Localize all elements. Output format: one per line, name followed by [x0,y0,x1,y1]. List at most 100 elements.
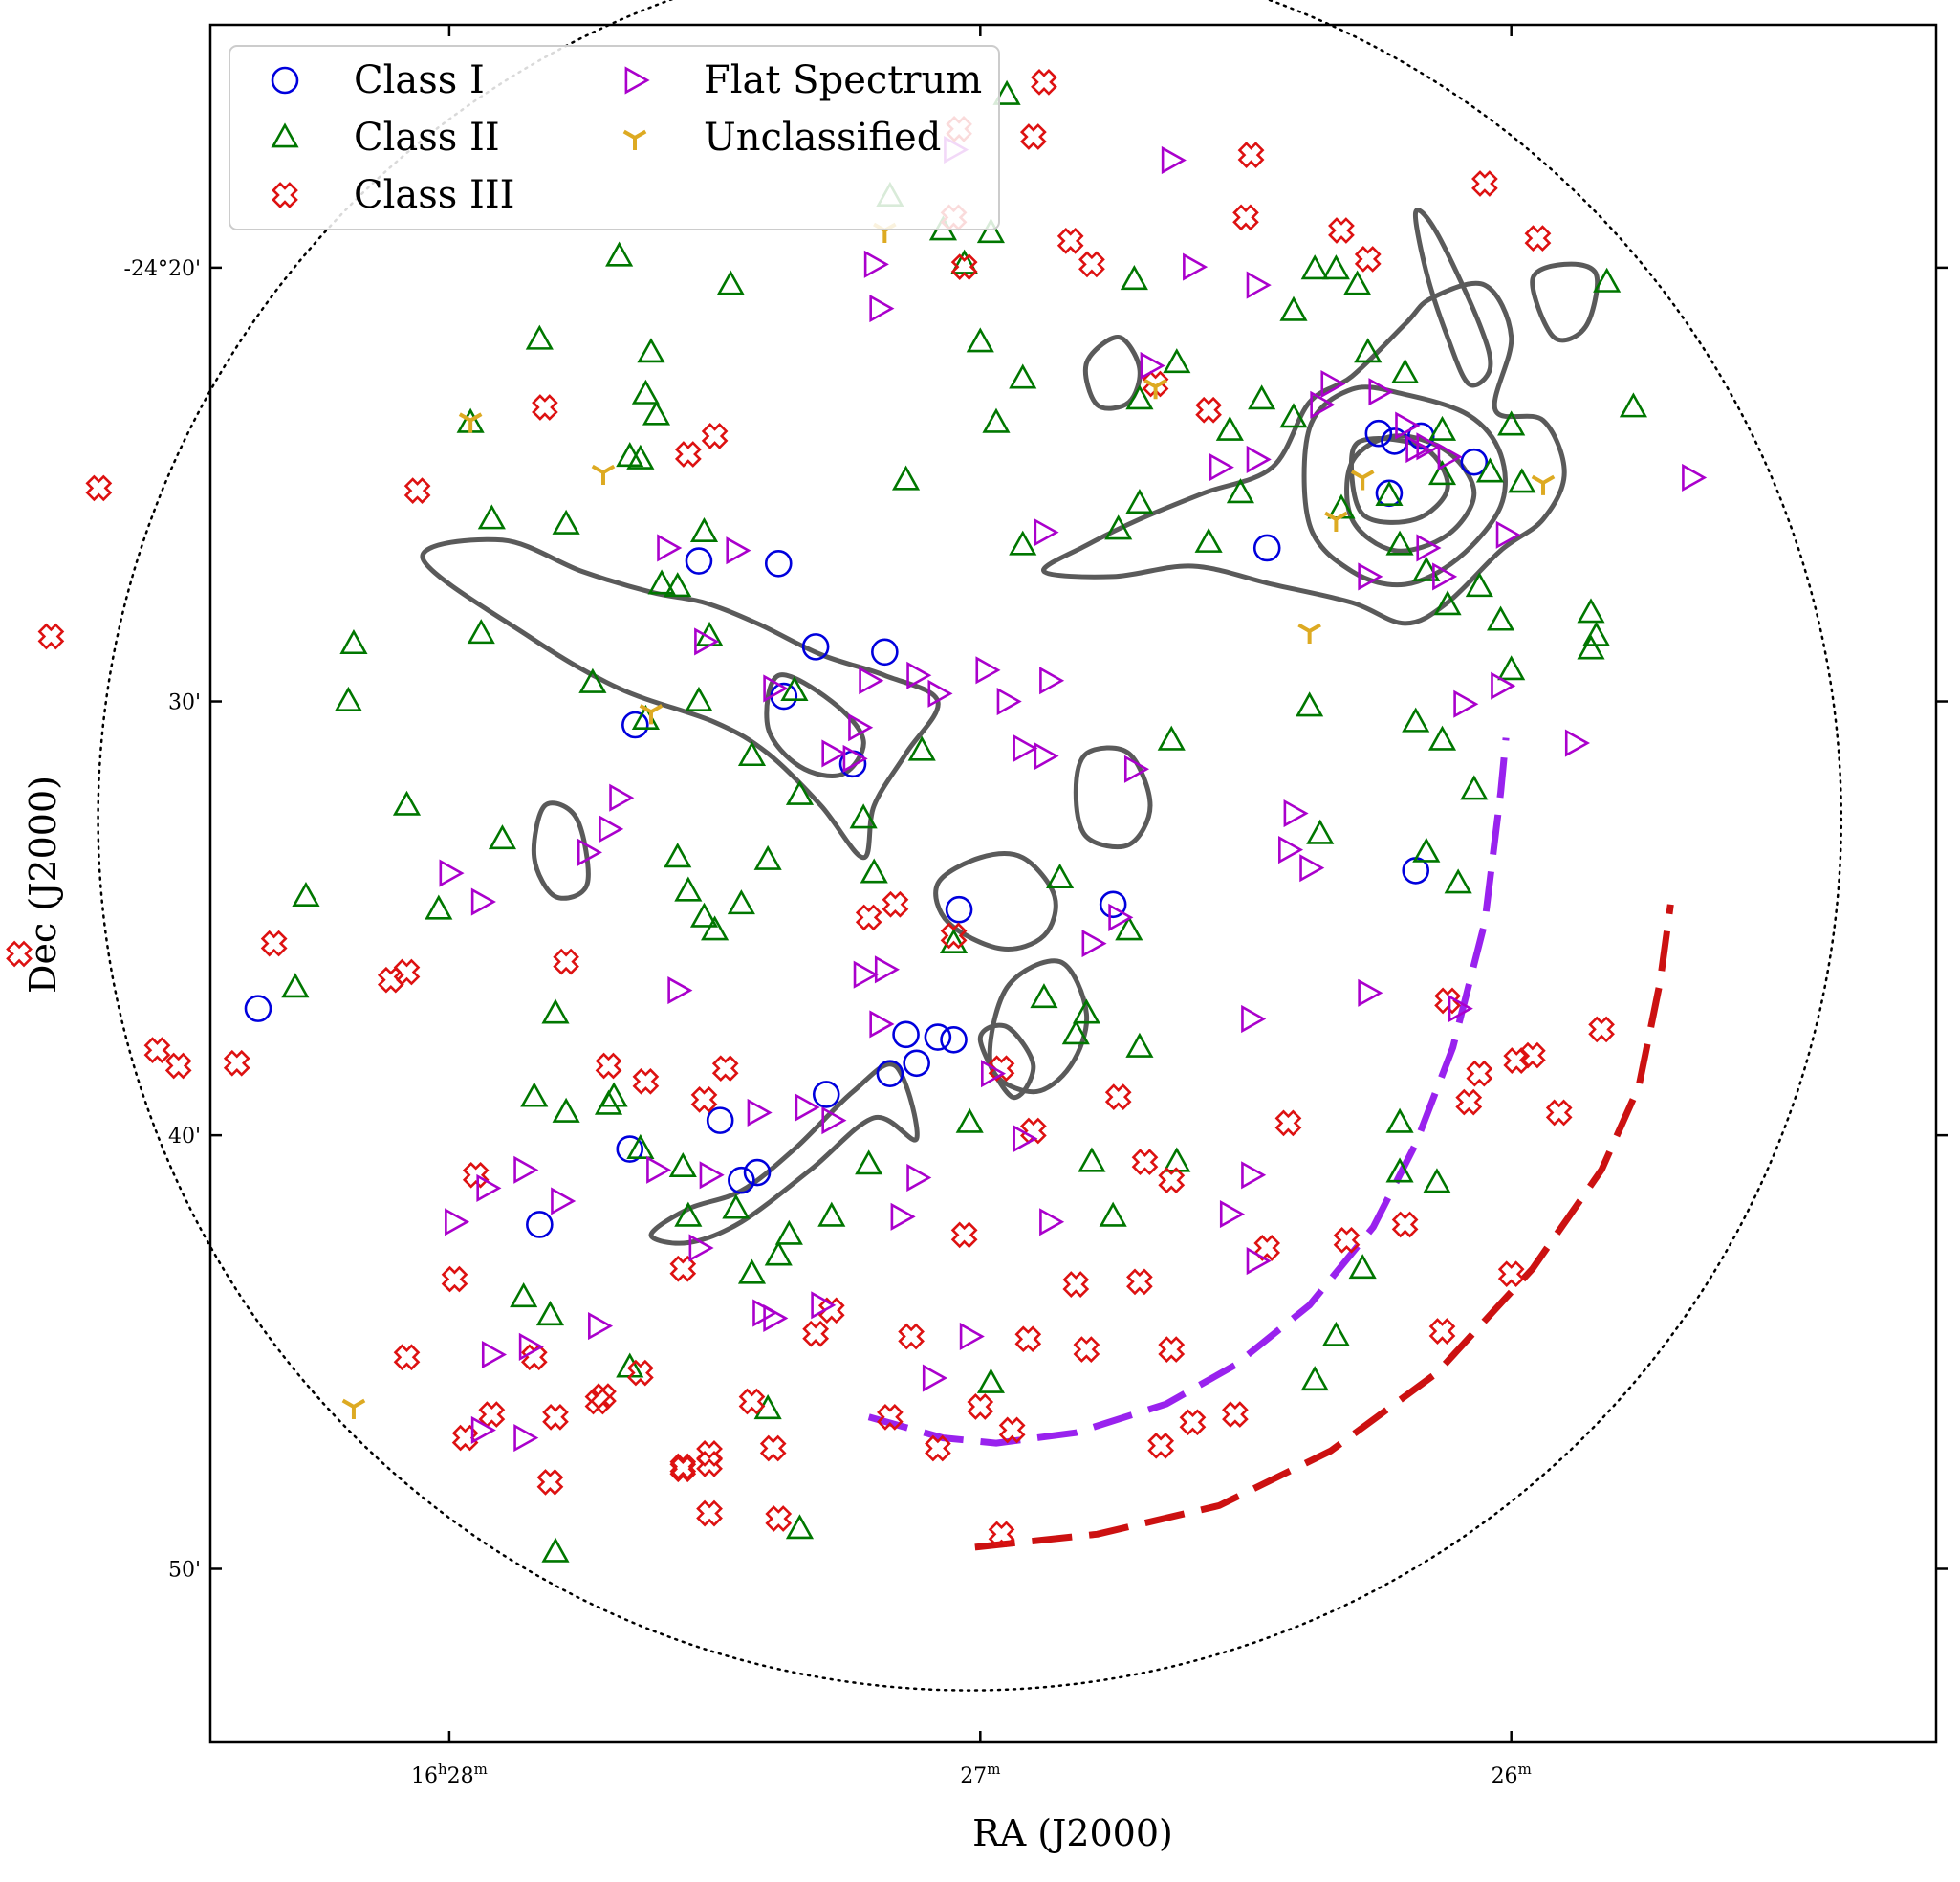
point [1453,689,1479,718]
contour-14 [1348,436,1450,525]
point [481,1340,508,1369]
point [470,1415,496,1445]
point [1125,384,1154,410]
point [1125,1032,1154,1058]
point [1283,799,1309,828]
point [244,995,272,1022]
x-tick-label: 16h​28m​ [411,1761,488,1788]
point [577,838,602,866]
point [1039,667,1065,695]
point [940,922,968,950]
point [981,1060,1007,1088]
point [525,324,554,350]
point [1140,351,1165,381]
point [1300,1366,1329,1391]
point [728,1166,755,1194]
point [667,976,693,1005]
point [1354,246,1382,273]
point [992,79,1021,105]
point [605,241,634,267]
point [669,1453,697,1480]
point [1497,1260,1525,1288]
point [738,1388,766,1415]
point [774,1219,803,1245]
point [898,1323,925,1350]
point [1460,448,1489,476]
point [1013,733,1038,763]
legend-entry-class-iii: Class III [272,173,514,217]
point [688,1234,714,1262]
point [853,960,879,989]
point [1194,527,1223,553]
point [1034,742,1059,771]
point [1123,755,1150,783]
point [1125,489,1154,514]
point [1471,170,1498,197]
point [1497,410,1526,436]
contour-13 [977,1022,1036,1101]
point [1126,1268,1153,1296]
point [1009,530,1037,556]
point [631,379,660,405]
point [842,744,868,773]
point [674,876,703,902]
point [513,1155,539,1184]
point [425,894,453,920]
point [1179,1409,1207,1436]
point [696,1499,723,1527]
point [996,687,1022,716]
point [727,889,755,915]
point [1428,1318,1456,1345]
point [801,633,830,661]
point [1465,572,1493,598]
contour-12 [1530,261,1600,343]
point [664,572,692,598]
point [716,270,745,295]
point [1519,1041,1546,1069]
point [950,1221,978,1249]
point [1427,415,1457,441]
point [1299,854,1325,883]
point [1402,707,1430,733]
point [392,790,422,816]
contour-8 [531,800,591,901]
point [1508,468,1536,493]
point [1046,863,1075,888]
contour-0 [1041,280,1567,626]
point [1232,204,1259,231]
point [811,1291,837,1320]
point [959,1322,985,1351]
point [669,1455,697,1483]
point [85,474,113,502]
point [855,1149,883,1175]
point [1545,1099,1573,1127]
point [1577,598,1605,624]
point [1099,890,1127,919]
dashed-curve-6 [974,904,1674,1551]
point [821,739,847,768]
point [616,1135,644,1163]
point [1385,1157,1414,1183]
point [1391,358,1420,384]
point [855,904,882,931]
x-axis-label: RA (J2000) [972,1812,1173,1854]
point [1279,403,1308,428]
series-class-iii [6,68,1615,1548]
point [1433,590,1462,616]
point [510,1282,538,1308]
y-tick-label: -24°20' [124,257,201,281]
point [541,1537,570,1563]
point [535,1301,565,1326]
point [955,1107,984,1133]
point [657,534,683,562]
legend-label: Class III [354,173,514,217]
point [785,1514,815,1540]
point [685,686,713,711]
point [966,327,994,353]
x-tick-label: 26m​ [1492,1761,1532,1788]
point [1368,378,1394,406]
point [1412,556,1441,581]
point [578,667,607,693]
point [998,1416,1026,1444]
point [1475,457,1505,483]
